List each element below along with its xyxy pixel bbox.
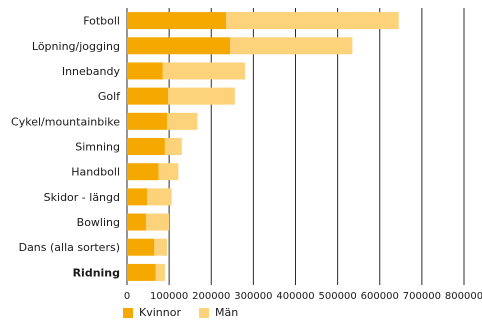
x-tick-label-8: 800000 <box>445 291 482 302</box>
bar-lopning-jogging-man <box>230 37 353 55</box>
legend-swatch-man <box>198 307 209 318</box>
bar-fotboll-kvinnor <box>127 12 226 30</box>
bar-bowling-kvinnor <box>127 213 146 231</box>
category-label-ridning: Ridning <box>73 266 120 279</box>
legend-item-man: Män <box>198 306 239 319</box>
x-tick-label-3: 300000 <box>234 291 272 302</box>
bar-innebandy-kvinnor <box>127 62 163 80</box>
category-label-dans-alla-sorters: Dans (alla sorters) <box>19 241 120 254</box>
bar-handboll-kvinnor <box>127 163 159 181</box>
x-tick-label-4: 400000 <box>276 291 314 302</box>
bar-dans-alla-sorters-kvinnor <box>127 238 155 256</box>
bar-skidor-langd-kvinnor <box>127 188 148 206</box>
legend-item-kvinnor: Kvinnor <box>123 306 181 319</box>
bar-ridning-man <box>155 263 165 281</box>
category-label-skidor-langd: Skidor - längd <box>44 191 120 204</box>
bar-skidor-langd-man <box>147 188 172 206</box>
category-label-golf: Golf <box>98 90 121 103</box>
x-tick-label-5: 500000 <box>319 291 357 302</box>
x-tick-label-1: 100000 <box>150 291 188 302</box>
bar-golf-man <box>168 87 235 105</box>
x-tick-label-2: 200000 <box>192 291 230 302</box>
bar-lopning-jogging-kvinnor <box>127 37 231 55</box>
bar-simning-man <box>164 138 182 155</box>
x-tick-labels: 0 100000 200000 300000 400000 500000 600000 700… <box>124 291 482 302</box>
legend-swatch-kvinnor <box>123 307 133 318</box>
bars <box>127 12 399 281</box>
legend: Kvinnor Män <box>123 306 256 319</box>
category-label-lopning-jogging: Löpning/jogging <box>32 40 120 53</box>
category-label-fotboll: Fotboll <box>83 15 120 28</box>
bar-handboll-man <box>158 163 179 181</box>
category-label-innebandy: Innebandy <box>62 65 121 78</box>
x-tick-label-6: 600000 <box>361 291 399 302</box>
x-tick-label-7: 700000 <box>403 291 441 302</box>
category-label-handboll: Handboll <box>71 166 120 179</box>
bar-innebandy-man <box>162 62 245 80</box>
bar-cykel-mountainbike-kvinnor <box>127 112 168 130</box>
legend-label-kvinnor: Kvinnor <box>139 306 181 319</box>
legend-label-man: Män <box>214 306 239 319</box>
bar-golf-kvinnor <box>127 87 169 105</box>
bar-dans-alla-sorters-man <box>154 238 168 256</box>
bar-fotboll-man <box>225 12 399 30</box>
x-tick-label-0: 0 <box>124 291 130 302</box>
bar-ridning-kvinnor <box>127 263 156 281</box>
bar-bowling-man <box>145 213 170 231</box>
category-label-bowling: Bowling <box>77 216 120 229</box>
bar-cykel-mountainbike-man <box>167 112 198 130</box>
category-label-cykel-mountainbike: Cykel/mountainbike <box>11 115 120 128</box>
bar-simning-kvinnor <box>127 138 165 155</box>
category-labels: Fotboll Löpning/jogging Innebandy Golf Cykel… <box>11 15 121 280</box>
category-label-simning: Simning <box>75 141 120 154</box>
